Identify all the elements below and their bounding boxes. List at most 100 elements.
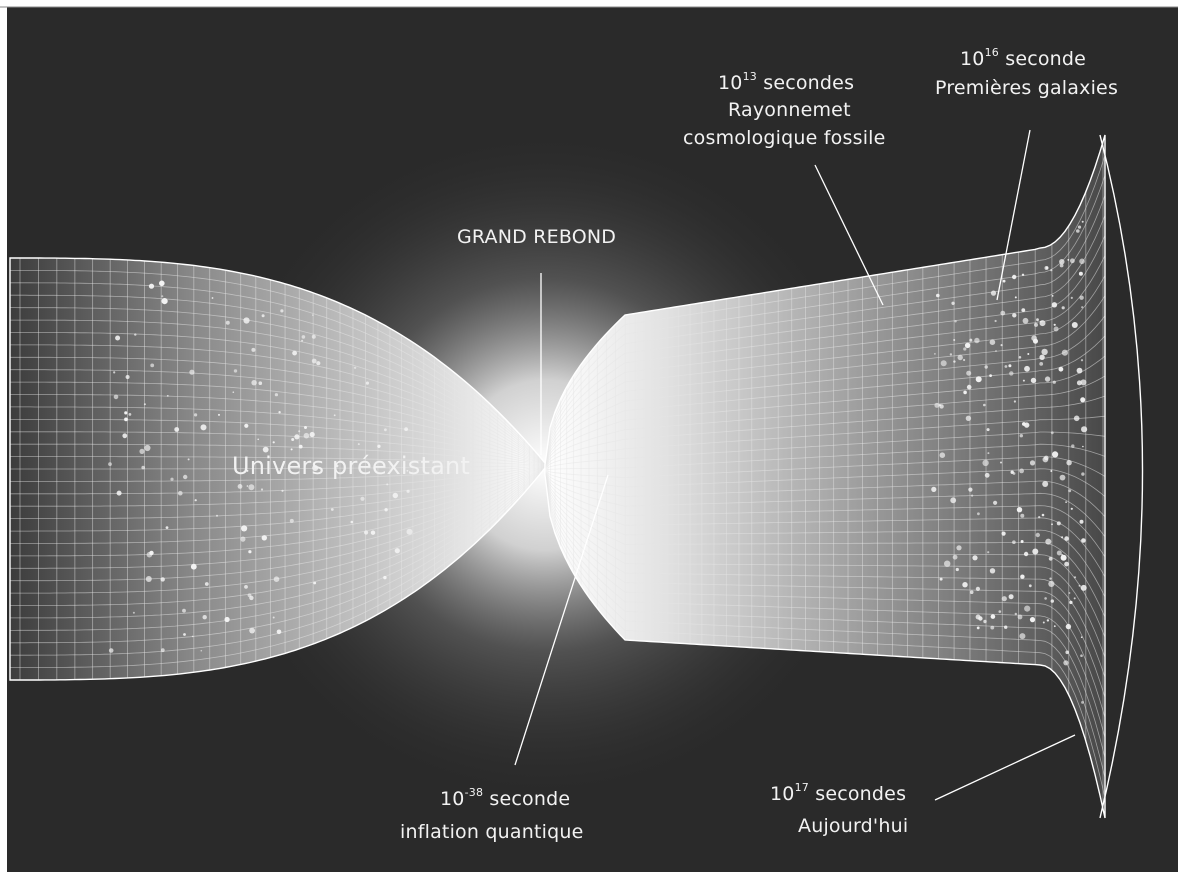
galaxy-speck bbox=[1012, 540, 1016, 544]
galaxy-speck bbox=[986, 428, 990, 432]
left-grid-row-line bbox=[10, 369, 545, 465]
galaxy-speck bbox=[124, 411, 128, 415]
galaxy-speck bbox=[1070, 296, 1073, 299]
galaxy-speck bbox=[1033, 338, 1038, 344]
galaxy-speck bbox=[1061, 536, 1064, 539]
galaxy-speck bbox=[278, 411, 281, 414]
galaxy-speck bbox=[1081, 220, 1084, 223]
galaxy-speck bbox=[251, 380, 257, 386]
left-grid-row-line bbox=[10, 466, 545, 544]
galaxy-speck bbox=[161, 295, 164, 298]
galaxy-speck bbox=[141, 465, 145, 470]
right-grid-row-line bbox=[545, 235, 1105, 467]
right-grid-row-line bbox=[545, 474, 1105, 758]
galaxy-speck bbox=[984, 365, 988, 369]
galaxy-speck bbox=[1002, 279, 1006, 283]
galaxy-speck bbox=[1050, 269, 1053, 272]
galaxy-speck bbox=[995, 350, 997, 352]
galaxy-speck bbox=[989, 339, 996, 346]
galaxy-speck bbox=[160, 648, 165, 653]
galaxy-speck bbox=[1065, 501, 1067, 503]
galaxy-speck bbox=[292, 350, 297, 356]
galaxy-speck bbox=[1045, 538, 1052, 545]
right-grid-row-line bbox=[545, 470, 1105, 538]
galaxy-speck bbox=[975, 614, 981, 620]
left-grid-row-line bbox=[10, 465, 545, 519]
galaxy-speck bbox=[1079, 258, 1085, 265]
galaxy-speck bbox=[1073, 576, 1077, 579]
galaxy-speck bbox=[1053, 625, 1056, 628]
galaxy-speck bbox=[1000, 310, 1006, 316]
galaxy-speck bbox=[108, 462, 112, 466]
galaxy-speck bbox=[1056, 550, 1062, 556]
galaxy-speck bbox=[1071, 322, 1078, 328]
left-grid-row-line bbox=[10, 465, 545, 495]
label-inflation: 10-38 seconde inflation quantique bbox=[400, 786, 583, 843]
right-grid-row-line bbox=[545, 315, 1105, 468]
galaxy-speck bbox=[1008, 594, 1014, 600]
left-grid-row-line bbox=[10, 319, 545, 465]
galaxy-speck bbox=[1080, 359, 1084, 362]
galaxy-speck bbox=[383, 575, 387, 580]
galaxy-speck bbox=[1027, 353, 1030, 355]
left-grid-row-line bbox=[10, 294, 545, 464]
label-univers-preexistant: Univers préexistant bbox=[232, 452, 470, 480]
galaxy-speck bbox=[1046, 619, 1050, 622]
left-grid-row-line bbox=[10, 406, 545, 466]
galaxy-speck bbox=[298, 430, 301, 433]
galaxy-speck bbox=[1001, 531, 1006, 536]
galaxy-speck bbox=[971, 494, 974, 497]
galaxy-speck bbox=[1050, 470, 1053, 472]
galaxy-speck bbox=[1048, 580, 1055, 588]
left-grid-row-line bbox=[10, 465, 545, 507]
galaxy-speck bbox=[272, 616, 275, 619]
galaxy-speck bbox=[974, 337, 980, 344]
galaxy-speck bbox=[1081, 306, 1084, 309]
galaxy-speck bbox=[365, 381, 369, 385]
label-inflation-time: 10-38 seconde bbox=[440, 786, 570, 810]
galaxy-speck bbox=[218, 413, 220, 416]
galaxy-speck bbox=[1036, 318, 1039, 322]
galaxy-speck bbox=[1012, 274, 1017, 280]
galaxy-speck bbox=[392, 492, 398, 499]
galaxy-speck bbox=[1029, 460, 1036, 466]
galaxy-speck bbox=[1056, 521, 1061, 526]
galaxy-speck bbox=[1065, 650, 1069, 655]
left-grid-row-line bbox=[10, 466, 545, 619]
galaxy-speck bbox=[1014, 612, 1017, 616]
galaxy-speck bbox=[128, 413, 132, 416]
galaxy-speck bbox=[951, 301, 955, 305]
galaxy-speck bbox=[1040, 320, 1042, 323]
galaxy-speck bbox=[953, 339, 956, 341]
galaxy-speck bbox=[289, 518, 294, 523]
left-grid-row-line bbox=[10, 465, 545, 470]
galaxy-speck bbox=[115, 335, 121, 341]
galaxy-speck bbox=[1059, 263, 1064, 268]
galaxy-speck bbox=[1070, 258, 1075, 264]
galaxy-speck bbox=[972, 555, 978, 561]
galaxy-speck bbox=[1080, 584, 1087, 591]
galaxy-speck bbox=[1021, 273, 1025, 276]
galaxy-speck bbox=[183, 474, 188, 480]
galaxy-speck bbox=[950, 497, 957, 504]
galaxy-speck bbox=[1023, 551, 1029, 557]
galaxy-speck bbox=[1048, 556, 1053, 561]
right-funnel-outline bbox=[544, 134, 1106, 819]
galaxy-speck bbox=[1052, 380, 1056, 384]
left-funnel-grid bbox=[10, 258, 545, 680]
right-grid-row-line bbox=[545, 472, 1105, 658]
galaxy-speck bbox=[1073, 415, 1080, 422]
galaxy-speck bbox=[964, 342, 971, 349]
galaxy-speck bbox=[241, 525, 248, 532]
right-funnel-grid bbox=[545, 135, 1105, 818]
galaxy-speck bbox=[982, 459, 989, 467]
galaxy-speck bbox=[113, 371, 116, 374]
galaxy-speck bbox=[272, 441, 275, 444]
galaxy-speck bbox=[243, 317, 250, 324]
galaxy-speck bbox=[1050, 431, 1054, 435]
galaxy-speck bbox=[291, 438, 295, 441]
galaxy-speck bbox=[237, 484, 243, 489]
right-grid-row-line bbox=[545, 472, 1105, 638]
galaxy-speck bbox=[1035, 532, 1041, 538]
